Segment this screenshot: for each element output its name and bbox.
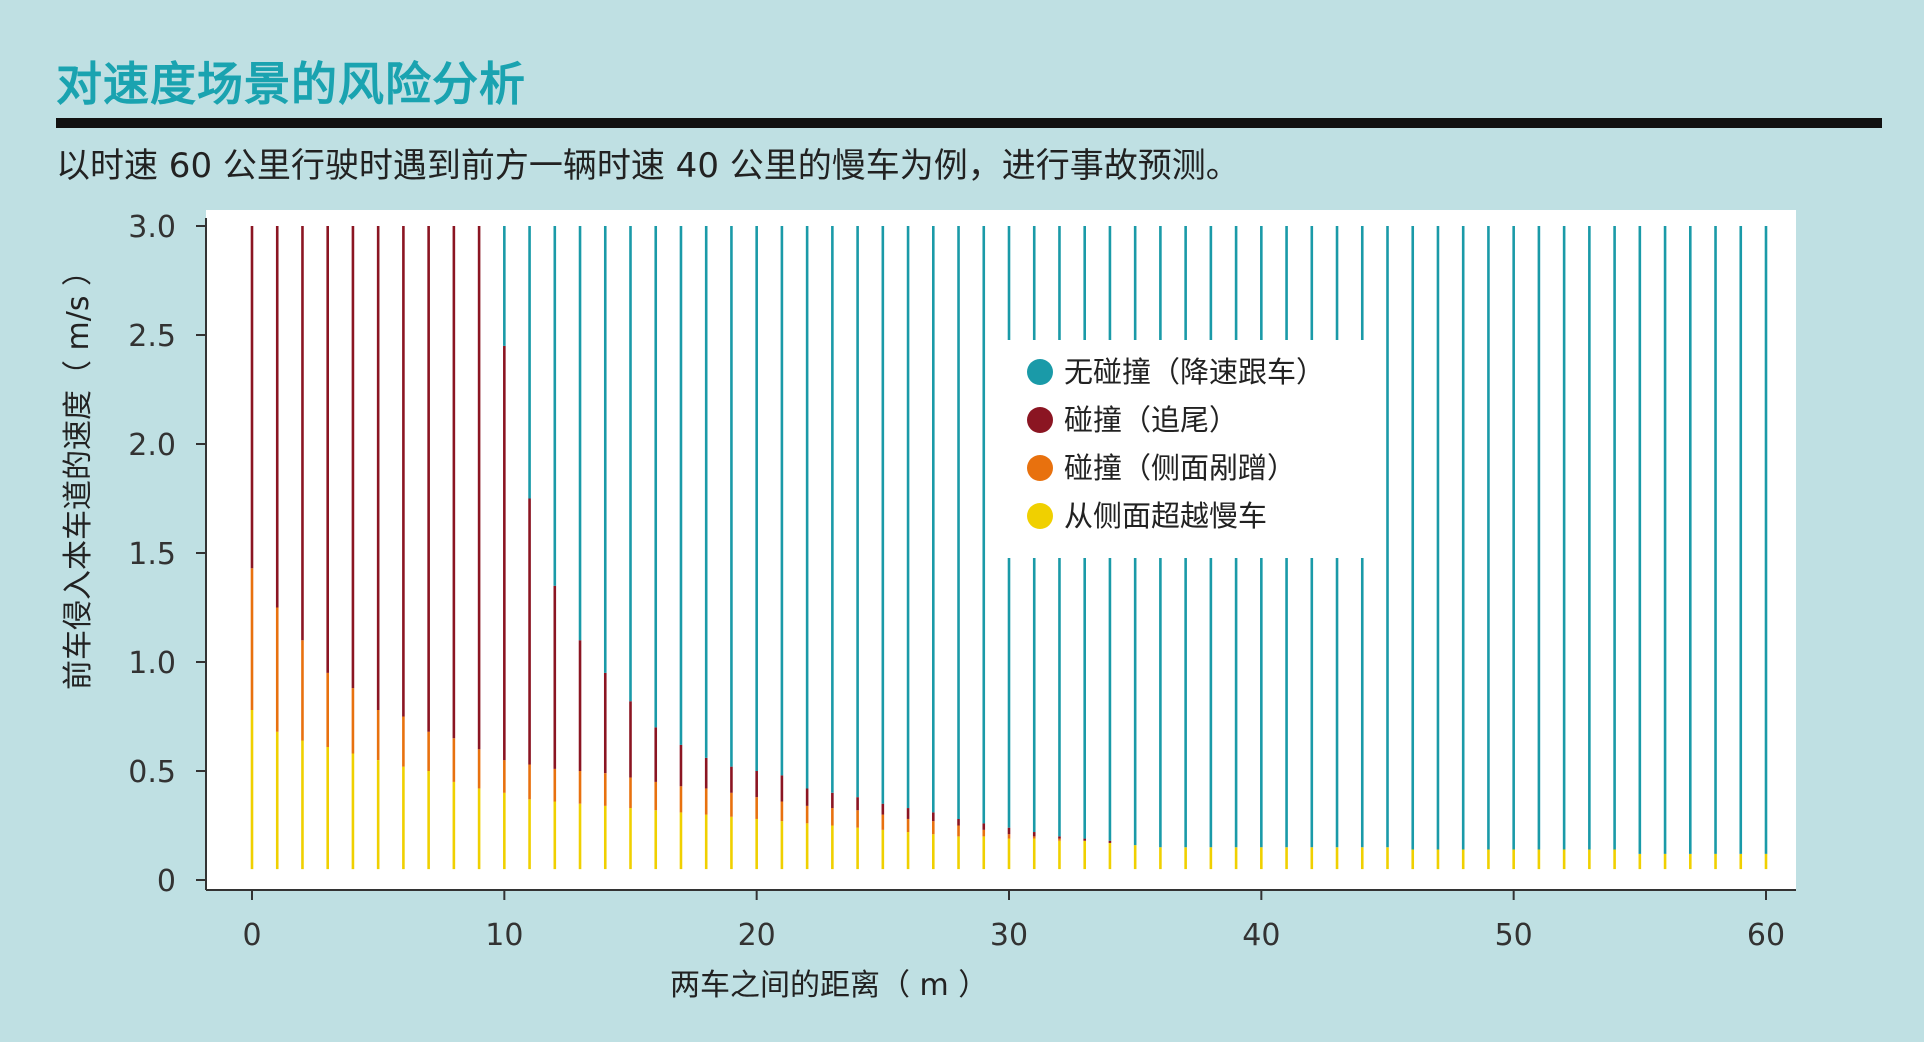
y-axis-title: 前车侵入本车道的速度（ m/s ） bbox=[61, 256, 96, 690]
legend-label: 无碰撞（降速跟车） bbox=[1064, 355, 1325, 389]
legend-label: 碰撞（追尾） bbox=[1064, 403, 1238, 437]
y-tick-label: 0 bbox=[157, 864, 176, 899]
y-tick-label: 3.0 bbox=[128, 210, 176, 245]
plot-area bbox=[206, 210, 1796, 890]
title-divider bbox=[56, 118, 1882, 128]
y-axis-ticks: 0 0.5 1.0 1.5 2.0 2.5 3.0 bbox=[128, 210, 206, 899]
legend-swatch bbox=[1027, 455, 1053, 481]
legend: 无碰撞（降速跟车） 碰撞（追尾） 碰撞（侧面剐蹭） 从侧面超越慢车 bbox=[1006, 340, 1366, 558]
x-tick-label: 30 bbox=[990, 918, 1028, 953]
legend-swatch bbox=[1027, 359, 1053, 385]
y-tick-label: 1.0 bbox=[128, 646, 176, 681]
x-tick-label: 40 bbox=[1242, 918, 1280, 953]
legend-swatch bbox=[1027, 503, 1053, 529]
x-tick-label: 0 bbox=[242, 918, 261, 953]
x-tick-label: 60 bbox=[1747, 918, 1785, 953]
y-tick-label: 2.5 bbox=[128, 319, 176, 354]
legend-label: 碰撞（侧面剐蹭） bbox=[1064, 451, 1296, 485]
x-tick-label: 10 bbox=[485, 918, 523, 953]
page-title: 对速度场景的风险分析 bbox=[56, 57, 526, 111]
legend-label: 从侧面超越慢车 bbox=[1064, 499, 1267, 533]
y-tick-label: 2.0 bbox=[128, 428, 176, 463]
x-axis-ticks: 0 10 20 30 40 50 60 bbox=[242, 890, 1785, 953]
legend-swatch bbox=[1027, 407, 1053, 433]
y-tick-label: 1.5 bbox=[128, 537, 176, 572]
y-tick-label: 0.5 bbox=[128, 755, 176, 790]
x-tick-label: 20 bbox=[738, 918, 776, 953]
x-tick-label: 50 bbox=[1495, 918, 1533, 953]
legend-box bbox=[1006, 340, 1366, 558]
page-subtitle: 以时速 60 公里行驶时遇到前方一辆时速 40 公里的慢车为例，进行事故预测。 bbox=[56, 146, 1240, 186]
x-axis-title: 两车之间的距离（ m ） bbox=[670, 968, 988, 1003]
